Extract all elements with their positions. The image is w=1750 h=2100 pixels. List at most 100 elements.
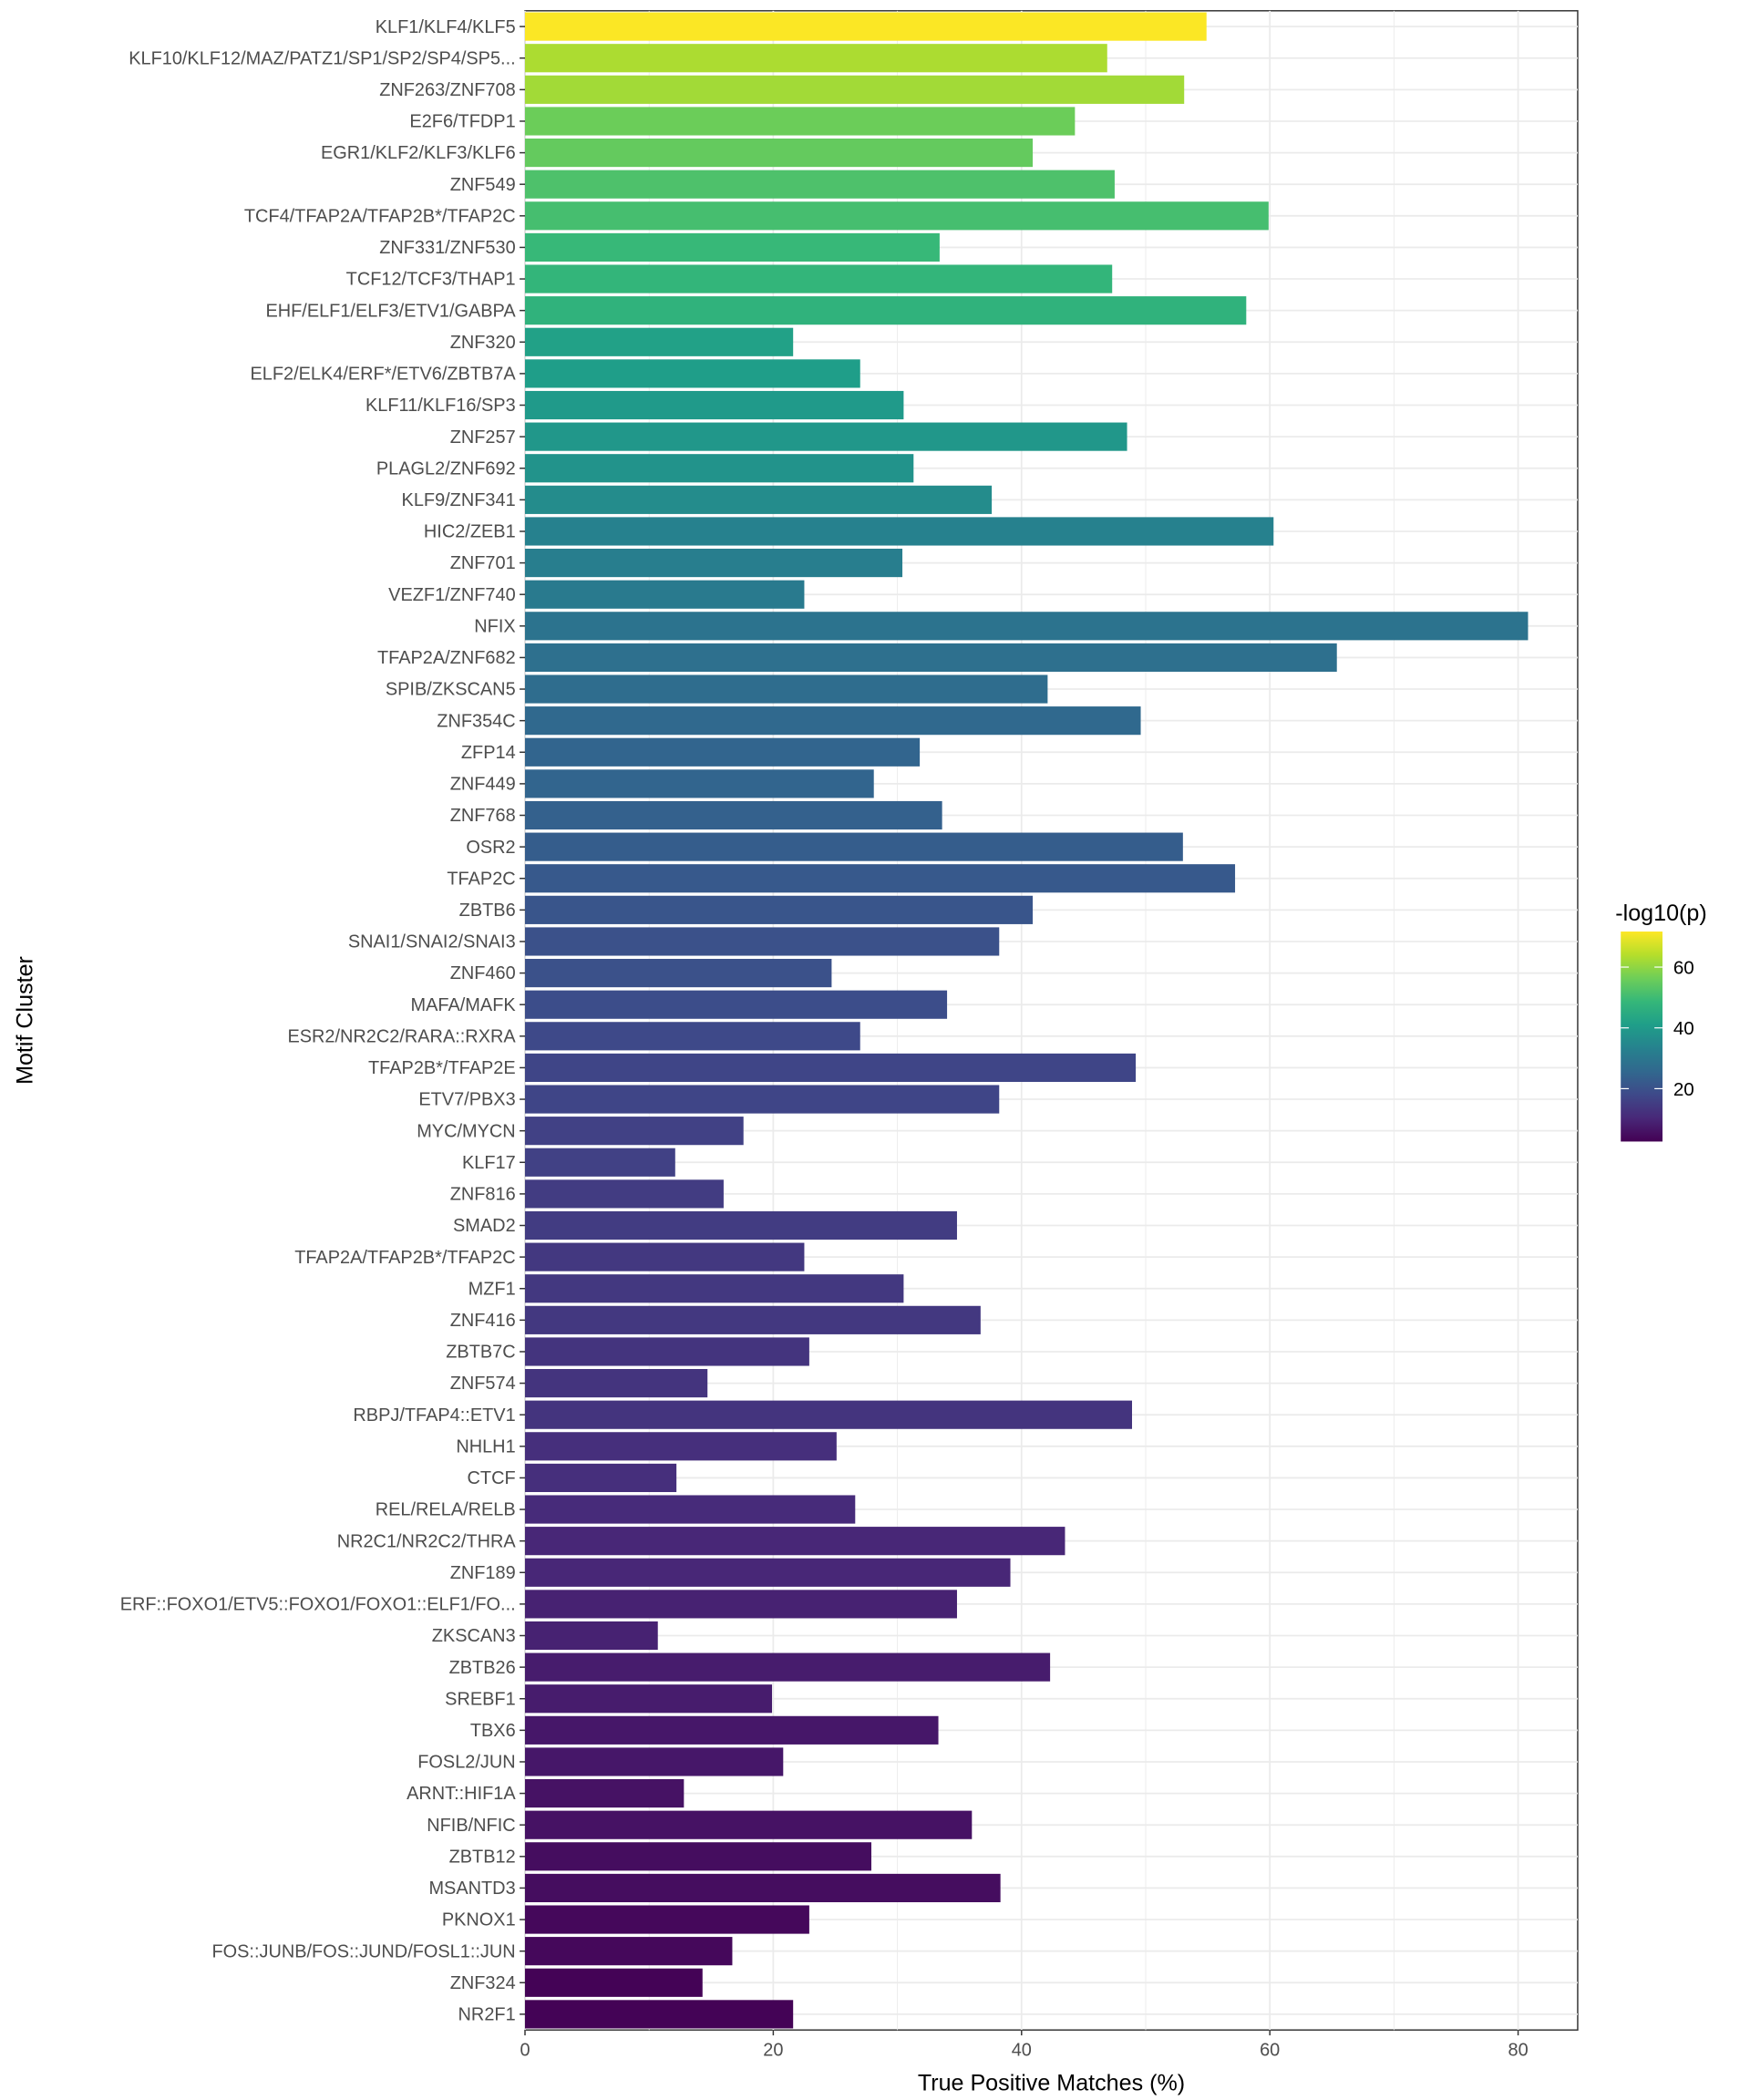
y-tick-label: KLF11/KLF16/SP3 (365, 396, 516, 416)
bar (525, 1684, 773, 1714)
y-tick-label: HIC2/ZEB1 (424, 522, 516, 542)
bar (525, 517, 1274, 546)
y-tick-label: PKNOX1 (442, 1910, 516, 1930)
y-tick-label: TBX6 (470, 1721, 516, 1741)
bar (525, 737, 921, 767)
bar (525, 1747, 784, 1776)
y-tick-label: ZNF263/ZNF708 (379, 80, 515, 100)
bar (525, 927, 1000, 956)
y-tick-label: ZNF449 (450, 775, 516, 795)
y-tick-label: EHF/ELF1/ELF3/ETV1/GABPA (265, 301, 516, 321)
bar (525, 1085, 1000, 1114)
y-tick-label: ZBTB6 (459, 901, 516, 921)
y-tick-label: VEZF1/ZNF740 (388, 585, 516, 605)
x-tick-label: 80 (1508, 2040, 1528, 2060)
bar (525, 800, 942, 830)
bar (525, 107, 1076, 136)
legend-title: -log10(p) (1615, 901, 1706, 926)
bar (525, 990, 948, 1019)
bar (525, 1715, 939, 1745)
bar (525, 1968, 703, 1997)
bar (525, 170, 1115, 199)
bar (525, 422, 1127, 451)
y-tick-label: KLF17 (462, 1153, 516, 1173)
bar (525, 1842, 871, 1871)
bar (525, 201, 1269, 231)
legend-tick-label: 60 (1673, 957, 1694, 978)
y-tick-label: ZNF354C (437, 711, 515, 731)
bar (525, 1274, 904, 1303)
bar (525, 1558, 1011, 1587)
bar (525, 643, 1337, 673)
bar (525, 1432, 837, 1461)
y-tick-label: ZFP14 (461, 743, 516, 763)
y-tick-label: ZNF460 (450, 963, 516, 983)
bar (525, 327, 794, 356)
y-tick-label: TFAP2B*/TFAP2E (368, 1058, 516, 1078)
y-axis-title: Motif Cluster (12, 956, 37, 1085)
y-tick-label: ZNF549 (450, 175, 516, 195)
bar (525, 1337, 809, 1366)
y-tick-label: ELF2/ELK4/ERF*/ETV6/ZBTB7A (250, 365, 516, 385)
bar (525, 1022, 860, 1051)
y-tick-label: TFAP2A/ZNF682 (377, 648, 516, 668)
bar (525, 1590, 957, 1619)
bar (525, 864, 1236, 893)
bar (525, 612, 1529, 641)
y-tick-label: SREBF1 (445, 1689, 516, 1709)
bar (525, 1905, 809, 1934)
y-tick-label: SMAD2 (453, 1216, 516, 1236)
y-tick-labels: KLF1/KLF4/KLF5 KLF10/KLF12/MAZ/PATZ1/SP1/… (120, 17, 525, 2025)
y-tick-label: MYC/MYCN (417, 1121, 515, 1141)
bar (525, 1873, 1001, 1903)
y-tick-label: ESR2/NR2C2/RARA::RXRA (287, 1026, 516, 1046)
bar (525, 1242, 805, 1271)
y-tick-label: KLF10/KLF12/MAZ/PATZ1/SP1/SP2/SP4/SP5... (129, 48, 515, 68)
y-tick-label: ZNF331/ZNF530 (379, 238, 515, 258)
x-tick-label: 40 (1012, 2040, 1032, 2060)
y-tick-label: ZBTB26 (449, 1658, 516, 1678)
y-tick-label: PLAGL2/ZNF692 (376, 458, 516, 479)
y-tick-label: FOSL2/JUN (417, 1753, 515, 1773)
bar (525, 390, 904, 420)
legend: -log10(p) 20 40 60 (1615, 901, 1707, 1142)
y-tick-label: ZNF701 (450, 553, 516, 573)
bar (525, 75, 1185, 104)
y-tick-label: ZNF320 (450, 333, 516, 353)
x-tick-labels: 0 20 40 60 80 (520, 2030, 1529, 2060)
bar (525, 1463, 677, 1493)
y-tick-label: ZNF416 (450, 1311, 516, 1331)
y-tick-label: TFAP2C (447, 869, 515, 889)
y-tick-label: NFIX (474, 616, 515, 636)
bar (525, 1621, 658, 1651)
bar (525, 139, 1034, 168)
y-tick-label: NHLH1 (456, 1436, 515, 1457)
y-tick-label: EGR1/KLF2/KLF3/KLF6 (321, 143, 516, 163)
bar (525, 1179, 724, 1209)
legend-tick-label: 20 (1673, 1079, 1694, 1100)
y-tick-label: KLF1/KLF4/KLF5 (376, 17, 516, 37)
colorbar (1621, 932, 1662, 1142)
bar (525, 2000, 794, 2029)
bar (525, 1148, 675, 1177)
bar (525, 674, 1048, 704)
bar (525, 1527, 1065, 1556)
y-tick-label: ZNF324 (450, 1973, 516, 1993)
y-tick-label: MAFA/MAFK (411, 995, 517, 1015)
bar (525, 296, 1247, 325)
y-tick-label: REL/RELA/RELB (376, 1500, 516, 1520)
y-tick-label: TFAP2A/TFAP2B*/TFAP2C (294, 1248, 515, 1268)
bar (525, 832, 1183, 861)
bar (525, 549, 903, 578)
bar (525, 1305, 981, 1334)
y-tick-label: ZNF768 (450, 806, 516, 826)
bar (525, 959, 832, 988)
bars (525, 12, 1529, 2029)
y-tick-label: MZF1 (468, 1279, 516, 1299)
y-tick-label: ETV7/PBX3 (418, 1090, 515, 1110)
y-tick-label: KLF9/ZNF341 (402, 490, 516, 510)
y-tick-label: ZBTB7C (446, 1343, 515, 1363)
y-tick-label: RBPJ/TFAP4::ETV1 (353, 1405, 515, 1426)
bar (525, 1652, 1051, 1682)
